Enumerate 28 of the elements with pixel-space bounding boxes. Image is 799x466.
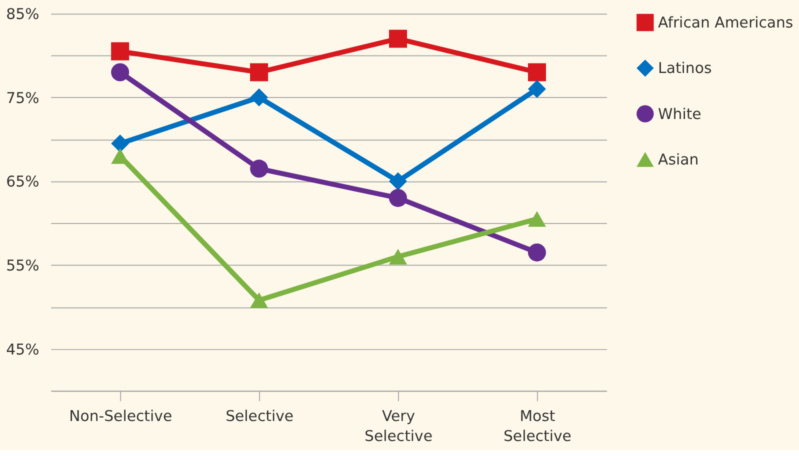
legend-label: Asian xyxy=(658,150,699,168)
point xyxy=(111,134,130,153)
x-tick-label: Most Selective xyxy=(503,407,572,445)
x-tick-label: Selective xyxy=(226,407,294,426)
point xyxy=(388,188,408,207)
point xyxy=(111,42,130,60)
point xyxy=(250,292,268,308)
legend-label: Latinos xyxy=(658,59,712,78)
y-tick-label: 45% xyxy=(6,340,40,358)
x-tick-label: Very Selective xyxy=(364,407,432,445)
legend-label: African Americans xyxy=(658,13,794,32)
point xyxy=(528,80,546,98)
point xyxy=(388,248,408,264)
y-tick-label: 85% xyxy=(6,5,40,24)
point xyxy=(528,243,546,262)
legend-label: White xyxy=(658,104,702,123)
point xyxy=(388,172,408,190)
y-tick-label: 75% xyxy=(6,88,40,107)
point xyxy=(250,88,268,106)
point xyxy=(388,30,408,48)
point xyxy=(111,63,130,82)
x-tick-label: Non-Selective xyxy=(69,407,172,426)
y-tick-label: 55% xyxy=(6,256,40,274)
y-tick-label: 65% xyxy=(6,172,40,191)
point xyxy=(528,63,546,82)
point xyxy=(250,160,268,178)
point xyxy=(250,63,268,82)
point xyxy=(528,211,546,227)
